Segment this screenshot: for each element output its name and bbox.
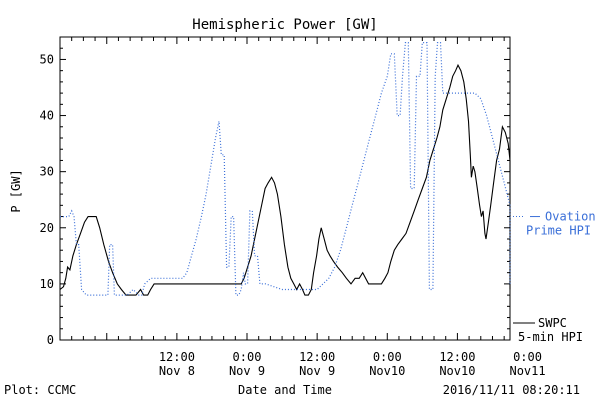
y-axis-label: P [GW] bbox=[9, 169, 23, 212]
y-axis-ticks: 0 10 20 30 40 50 bbox=[40, 47, 510, 347]
x-tick-label-time: 0:00 bbox=[513, 350, 542, 364]
x-tick-label-date: Nov10 bbox=[369, 364, 405, 378]
x-tick-label-time: 0:00 bbox=[233, 350, 262, 364]
x-tick-label-time: 12:00 bbox=[159, 350, 195, 364]
x-tick-label-time: 12:00 bbox=[299, 350, 335, 364]
y-tick-label: 40 bbox=[40, 109, 54, 123]
x-tick-label-date: Nov 9 bbox=[299, 364, 335, 378]
legend-ovation-label-2: Prime HPI bbox=[526, 224, 591, 238]
x-tick-label-date: Nov11 bbox=[509, 364, 545, 378]
y-tick-label: 10 bbox=[40, 277, 54, 291]
x-tick-label-time: 12:00 bbox=[439, 350, 475, 364]
y-tick-label: 50 bbox=[40, 52, 54, 66]
y-tick-label: 20 bbox=[40, 221, 54, 235]
legend-ovation-label: Ovation bbox=[545, 210, 596, 224]
series-ovation-prime-line bbox=[60, 42, 511, 296]
y-tick-label: 0 bbox=[47, 333, 54, 347]
series-swpc-line bbox=[59, 63, 511, 296]
plot-credit: Plot: CCMC bbox=[4, 383, 76, 397]
chart-title: Hemispheric Power [GW] bbox=[192, 17, 377, 33]
legend-swpc-label: SWPC bbox=[538, 316, 567, 330]
series-layer bbox=[59, 42, 511, 296]
x-tick-label-date: Nov 8 bbox=[159, 364, 195, 378]
x-tick-label-time: 0:00 bbox=[373, 350, 402, 364]
plot-timestamp: 2016/11/11 08:20:11 bbox=[443, 383, 580, 397]
legend-swpc-label-2: 5-min HPI bbox=[518, 330, 583, 344]
x-tick-label-date: Nov10 bbox=[439, 364, 475, 378]
y-tick-label: 30 bbox=[40, 165, 54, 179]
x-axis-label: Date and Time bbox=[238, 383, 332, 397]
x-tick-label-date: Nov 9 bbox=[229, 364, 265, 378]
